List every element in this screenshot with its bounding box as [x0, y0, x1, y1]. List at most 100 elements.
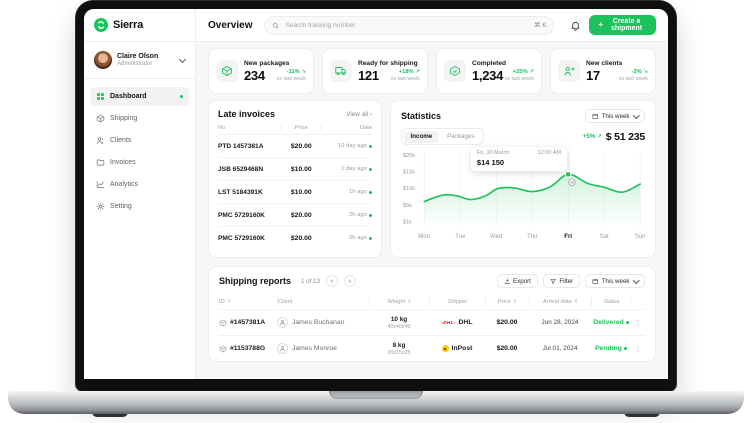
chevron-down-icon	[632, 111, 639, 119]
clients-icon	[96, 136, 105, 145]
late-invoices-title: Late invoices	[218, 109, 276, 119]
calendar-icon	[592, 113, 599, 119]
column-shipper: Shipper	[429, 298, 485, 306]
export-button[interactable]: Export	[496, 274, 538, 288]
column-status: Status	[591, 298, 631, 306]
status-dot	[369, 236, 372, 240]
package-icon	[96, 114, 105, 123]
brand-logo: Sierra	[84, 9, 195, 42]
search-icon	[273, 22, 279, 28]
tooltip-date: Fri, 30 March	[476, 150, 510, 156]
sidebar-item-clients[interactable]: Clients	[90, 131, 189, 150]
sidebar-item-label: Dashboard	[110, 93, 147, 100]
filter-funnel-icon	[550, 278, 556, 284]
chart-tooltip: Fri, 30 March 12:00 AM $14 150	[470, 147, 567, 171]
user-profile[interactable]: Claire Olson Administrator	[84, 42, 195, 79]
sidebar-item-label: Shipping	[110, 115, 138, 122]
table-row: #1457381A James Buchanan 10 kg 40x40x40	[219, 309, 645, 335]
card-value: 121	[358, 68, 379, 83]
sort-icon: ↕	[573, 299, 579, 305]
gear-icon	[96, 202, 105, 211]
download-icon	[504, 278, 510, 284]
sidebar: Sierra Claire Olson Administrator	[84, 9, 196, 379]
shipping-reports-title: Shipping reports	[219, 276, 291, 286]
card-note: vs last week	[390, 76, 420, 82]
stat-card-completed: Completed 1,234 +25% ↗ vs last week	[436, 48, 542, 94]
search-box[interactable]: ⌘ K	[264, 15, 555, 35]
sidebar-item-setting[interactable]: Setting	[90, 197, 189, 216]
tab-income[interactable]: Income	[403, 130, 440, 143]
late-invoices-columns: No Price Date	[218, 125, 372, 135]
sidebar-item-invoices[interactable]: Invoices	[90, 153, 189, 172]
sidebar-nav: Dashboard Shipping Clients	[84, 79, 195, 224]
avatar	[277, 317, 288, 328]
status-badge: Delivered	[591, 319, 631, 326]
status-dot	[623, 347, 627, 350]
card-value: 1,234	[472, 68, 504, 83]
sort-icon: ↕	[512, 299, 518, 305]
income-chart[interactable]: Mon Tue Wed Thu Fri Sat Sun $20k $15k $10k $5k $1k …	[401, 147, 645, 249]
user-name: Claire Olson	[117, 53, 159, 60]
card-title: New clients	[586, 60, 623, 67]
status-dot	[369, 213, 372, 217]
trend-up-icon: ↗	[529, 69, 534, 75]
stat-card-ready-for-shipping: Ready for shipping 121 +18% ↗ vs last we…	[322, 48, 428, 94]
statistics-total: $ 51 235	[605, 130, 645, 143]
sidebar-item-label: Analytics	[110, 181, 139, 188]
table-row: #1153788G James Monroe 8 kg 20x15x25	[219, 335, 645, 361]
status-dot	[369, 144, 372, 148]
chevron-right-icon: ›	[348, 277, 352, 285]
row-menu-button[interactable]	[631, 345, 645, 353]
search-input[interactable]	[283, 20, 530, 30]
sierra-logo-icon	[94, 18, 108, 32]
package-check-icon	[444, 60, 466, 82]
view-all-link[interactable]: View all	[346, 111, 372, 118]
period-selector[interactable]: This week	[585, 109, 645, 123]
sidebar-item-shipping[interactable]: Shipping	[90, 109, 189, 128]
card-title: New packages	[244, 60, 290, 67]
svg-text:Mon: Mon	[418, 233, 430, 240]
active-indicator-dot	[180, 95, 183, 98]
column-weight[interactable]: Weight ↕	[369, 298, 429, 306]
column-id[interactable]: ID ↕	[219, 299, 232, 305]
avatar	[277, 343, 288, 354]
create-shipment-button[interactable]: + Create a shipment	[589, 15, 656, 35]
table-period-selector[interactable]: This week	[585, 274, 645, 288]
user-role: Administrator	[117, 61, 153, 67]
tooltip-time: 12:00 AM	[537, 150, 561, 156]
card-title: Ready for shipping	[358, 60, 418, 67]
tab-packages[interactable]: Packages	[447, 133, 475, 140]
keyboard-shortcut: ⌘ K	[533, 21, 547, 29]
next-page-button[interactable]: ›	[343, 275, 356, 287]
table-header: ID ↕ Client Weight ↕ Shipper Price ↕ Arriva…	[219, 295, 645, 309]
folder-icon	[96, 158, 105, 167]
svg-text:Wed: Wed	[490, 233, 503, 240]
sort-icon: ↕	[226, 299, 232, 305]
statistics-title: Statistics	[401, 111, 442, 121]
status-badge: Pending	[591, 345, 631, 352]
sidebar-item-label: Setting	[110, 203, 132, 210]
invoice-row: JSB 6529468N $10.00 1 day ago	[218, 158, 372, 181]
prev-page-button[interactable]: ‹	[325, 275, 338, 287]
column-price[interactable]: Price ↕	[485, 298, 529, 306]
invoice-row: LST 5184391K $10.00 1h ago	[218, 181, 372, 204]
sidebar-item-dashboard[interactable]: Dashboard	[90, 87, 189, 106]
filter-button[interactable]: Filter	[542, 274, 581, 288]
stat-card-new-packages: New packages 234 -11% ↘ vs last week	[208, 48, 314, 94]
sort-icon: ↕	[407, 299, 412, 305]
main-area: Overview ⌘ K + Create a shipment	[196, 9, 668, 379]
svg-text:$10k: $10k	[403, 186, 415, 192]
bell-icon[interactable]	[570, 20, 581, 31]
stat-card-new-clients: New clients 17 -3% ↘ vs last week	[550, 48, 656, 94]
chevron-down-icon[interactable]	[178, 55, 187, 63]
invoice-row: PTD 1457381A $20.00 10 day ago	[218, 135, 372, 158]
package-icon	[219, 319, 227, 326]
column-arrival-date[interactable]: Arrival date ↕	[529, 298, 591, 306]
svg-text:Sat: Sat	[600, 233, 609, 240]
card-value: 17	[586, 68, 600, 83]
chevron-down-icon	[632, 276, 639, 284]
row-menu-button[interactable]	[631, 319, 645, 327]
package-icon	[216, 60, 238, 82]
sidebar-item-analytics[interactable]: Analytics	[90, 175, 189, 194]
